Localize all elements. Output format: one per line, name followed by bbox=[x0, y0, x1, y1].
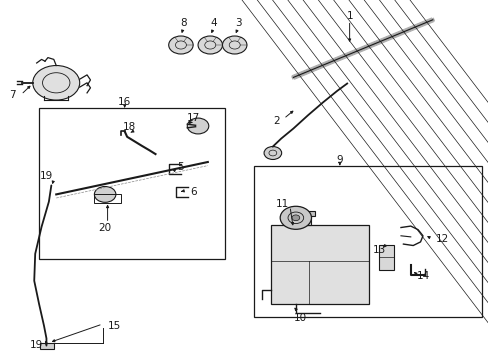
Text: 7: 7 bbox=[9, 90, 16, 100]
Text: 9: 9 bbox=[336, 155, 343, 165]
Text: 5: 5 bbox=[177, 162, 184, 172]
Text: 10: 10 bbox=[294, 312, 306, 323]
Circle shape bbox=[187, 118, 208, 134]
Circle shape bbox=[94, 186, 116, 202]
Text: 1: 1 bbox=[346, 11, 352, 21]
Circle shape bbox=[264, 147, 281, 159]
Text: 3: 3 bbox=[234, 18, 241, 28]
Text: 6: 6 bbox=[189, 186, 196, 197]
Text: 18: 18 bbox=[122, 122, 136, 132]
Circle shape bbox=[222, 36, 246, 54]
Text: 4: 4 bbox=[210, 18, 217, 28]
Text: 14: 14 bbox=[415, 271, 429, 282]
Text: 12: 12 bbox=[435, 234, 448, 244]
Bar bbox=[285, 211, 315, 216]
Circle shape bbox=[198, 36, 222, 54]
Bar bbox=[271, 225, 368, 304]
Circle shape bbox=[291, 215, 299, 221]
Bar bbox=[378, 245, 393, 270]
Bar bbox=[290, 216, 310, 225]
Circle shape bbox=[168, 36, 193, 54]
Text: 19: 19 bbox=[30, 340, 43, 350]
Text: 19: 19 bbox=[40, 171, 53, 181]
Text: 13: 13 bbox=[371, 245, 385, 255]
Text: 2: 2 bbox=[272, 116, 279, 126]
Bar bbox=[40, 343, 54, 349]
Text: 11: 11 bbox=[275, 199, 289, 210]
Bar bbox=[94, 194, 121, 203]
Text: 8: 8 bbox=[180, 18, 186, 28]
Text: 15: 15 bbox=[108, 321, 122, 331]
Text: 20: 20 bbox=[99, 222, 111, 233]
Circle shape bbox=[280, 206, 311, 229]
Text: 17: 17 bbox=[186, 113, 200, 123]
Bar bbox=[39, 108, 224, 259]
Circle shape bbox=[33, 66, 80, 100]
Bar bbox=[254, 166, 481, 317]
Text: 16: 16 bbox=[118, 96, 131, 107]
